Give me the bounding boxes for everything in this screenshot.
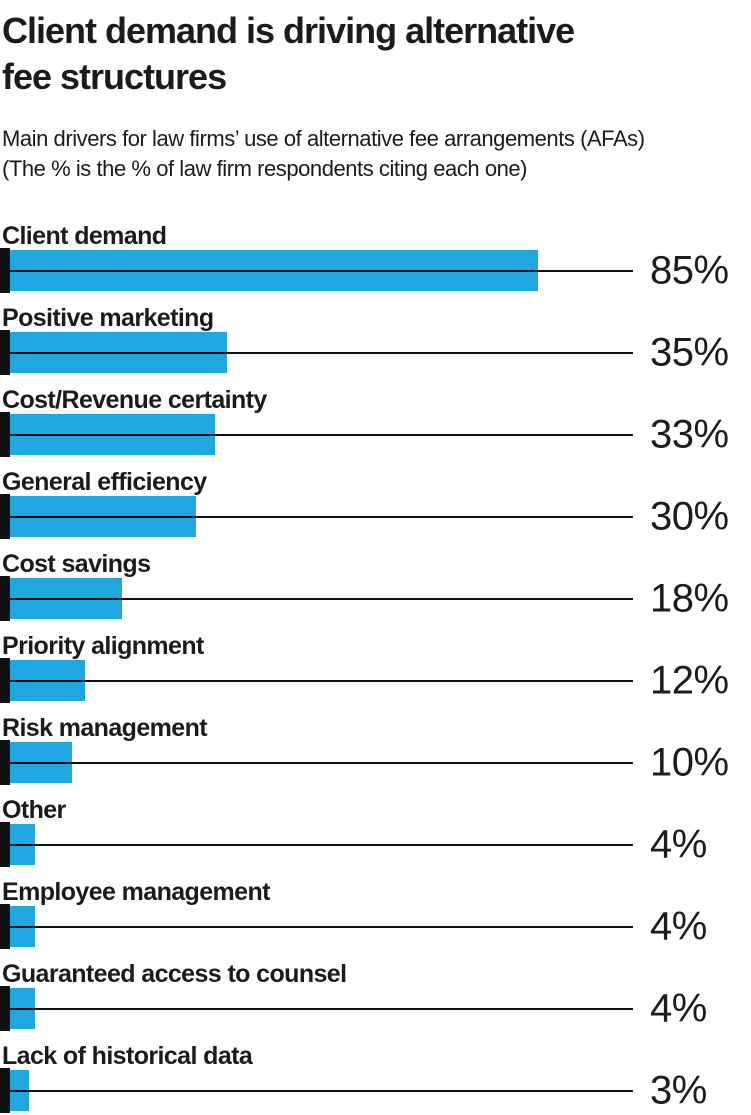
axis-tick: [0, 330, 10, 375]
bar-value-label: 10%: [650, 740, 729, 784]
page-subtitle: Main drivers for law firms’ use of alter…: [2, 124, 751, 184]
bar-value-label: 85%: [650, 248, 729, 292]
bar-row: Cost/Revenue certainty 33%: [0, 386, 751, 457]
leader-line: [0, 1089, 633, 1092]
bar-row: Client demand 85%: [0, 222, 751, 293]
bar-area: 4%: [0, 986, 751, 1031]
bar-category-label: Other: [2, 796, 66, 824]
axis-tick: [0, 1068, 10, 1113]
leader-line: [0, 597, 633, 600]
bar-area: 3%: [0, 1068, 751, 1113]
bar-area: 18%: [0, 576, 751, 621]
page-title-line-2: fee structures: [2, 56, 227, 97]
bar-value-label: 4%: [650, 986, 707, 1030]
page-subtitle-line-1: Main drivers for law firms’ use of alter…: [2, 126, 645, 151]
bar-value-label: 33%: [650, 412, 729, 456]
bar-category-label: Cost savings: [2, 550, 151, 578]
axis-tick: [0, 248, 10, 293]
axis-tick: [0, 658, 10, 703]
bar-area: 85%: [0, 248, 751, 293]
bar-row: Positive marketing 35%: [0, 304, 751, 375]
axis-tick: [0, 494, 10, 539]
bar-chart: Client demand 85% Positive marketing 35%…: [0, 222, 751, 1115]
bar-row: Risk management 10%: [0, 714, 751, 785]
bar-category-label: Employee management: [2, 878, 270, 906]
leader-line: [0, 1007, 633, 1010]
axis-tick: [0, 412, 10, 457]
leader-line: [0, 269, 633, 272]
axis-tick: [0, 740, 10, 785]
bar-area: 4%: [0, 904, 751, 949]
bar-row: General efficiency 30%: [0, 468, 751, 539]
bar-category-label: Guaranteed access to counsel: [2, 960, 347, 988]
bar-category-label: Lack of historical data: [2, 1042, 253, 1070]
leader-line: [0, 761, 633, 764]
bar-value-label: 30%: [650, 494, 729, 538]
bar-area: 4%: [0, 822, 751, 867]
page-subtitle-line-2: (The % is the % of law firm respondents …: [2, 156, 528, 181]
axis-tick: [0, 904, 10, 949]
bar-value-label: 4%: [650, 822, 707, 866]
bar-row: Lack of historical data 3%: [0, 1042, 751, 1113]
bar-area: 10%: [0, 740, 751, 785]
bar-value-label: 3%: [650, 1068, 707, 1112]
leader-line: [0, 351, 633, 354]
page-title-line-1: Client demand is driving alternative: [2, 10, 575, 51]
bar-row: Employee management 4%: [0, 878, 751, 949]
bar-area: 12%: [0, 658, 751, 703]
bar-value-label: 4%: [650, 904, 707, 948]
axis-tick: [0, 576, 10, 621]
bar-value-label: 35%: [650, 330, 729, 374]
bar-row: Guaranteed access to counsel 4%: [0, 960, 751, 1031]
bar-category-label: Positive marketing: [2, 304, 214, 332]
bar-row: Other 4%: [0, 796, 751, 867]
bar-row: Priority alignment 12%: [0, 632, 751, 703]
bar-category-label: Cost/Revenue certainty: [2, 386, 267, 414]
bar-value-label: 12%: [650, 658, 729, 702]
leader-line: [0, 433, 633, 436]
bar-area: 30%: [0, 494, 751, 539]
leader-line: [0, 679, 633, 682]
page-title: Client demand is driving alternative fee…: [2, 8, 742, 100]
bar-row: Cost savings 18%: [0, 550, 751, 621]
bar-area: 35%: [0, 330, 751, 375]
bar-area: 33%: [0, 412, 751, 457]
bar-category-label: Client demand: [2, 222, 167, 250]
axis-tick: [0, 822, 10, 867]
leader-line: [0, 925, 633, 928]
axis-tick: [0, 986, 10, 1031]
leader-line: [0, 515, 633, 518]
bar-category-label: Priority alignment: [2, 632, 204, 660]
bar-category-label: Risk management: [2, 714, 208, 742]
leader-line: [0, 843, 633, 846]
bar-value-label: 18%: [650, 576, 729, 620]
bar-category-label: General efficiency: [2, 468, 207, 496]
